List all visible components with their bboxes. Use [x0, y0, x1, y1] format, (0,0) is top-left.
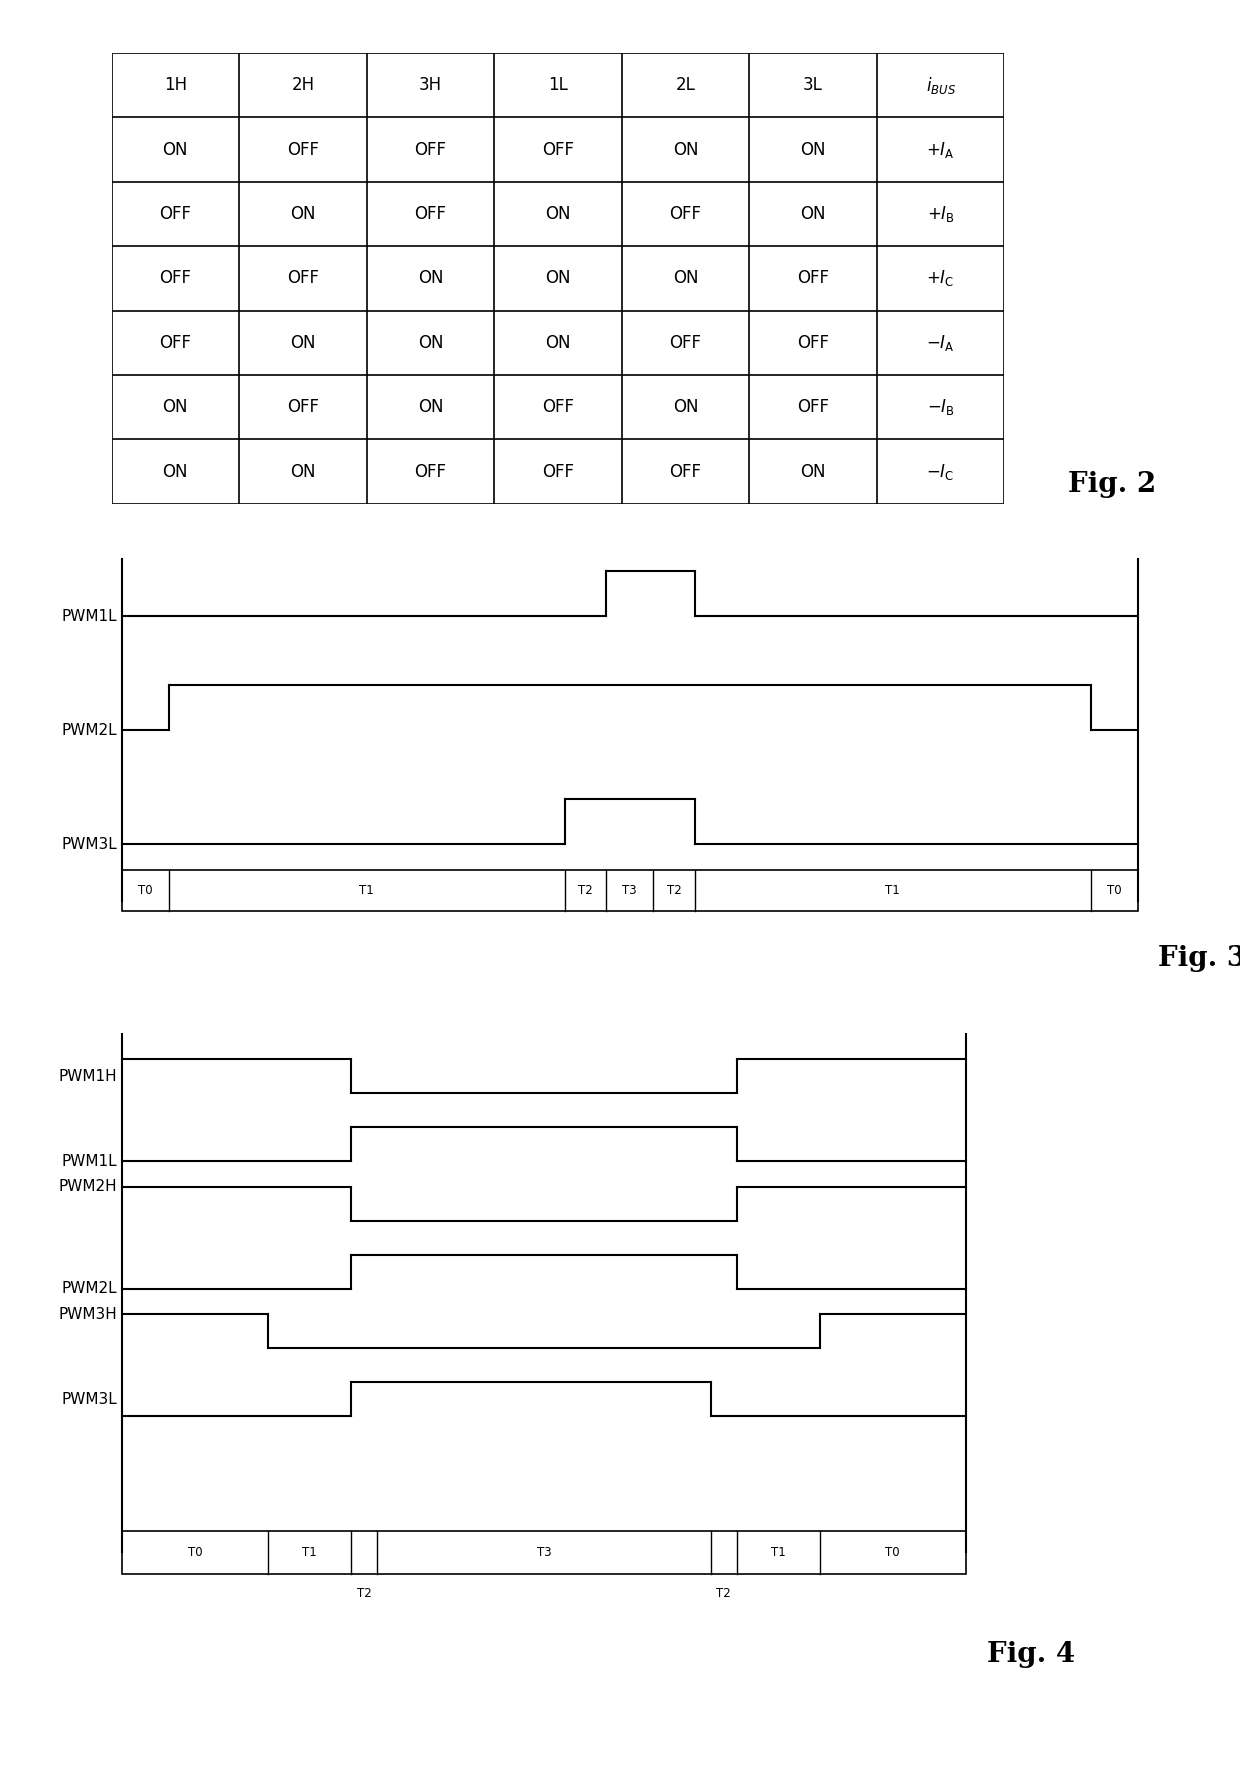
- Text: T0: T0: [1107, 884, 1121, 896]
- Text: 3H: 3H: [419, 76, 441, 94]
- Text: T2: T2: [578, 884, 593, 896]
- Text: OFF: OFF: [542, 463, 574, 481]
- Text: PWM2L: PWM2L: [61, 723, 117, 737]
- Text: ON: ON: [673, 269, 698, 288]
- Text: T3: T3: [622, 884, 637, 896]
- Text: ON: ON: [162, 398, 188, 415]
- Text: ON: ON: [673, 398, 698, 415]
- Text: ON: ON: [418, 334, 443, 352]
- Text: $+I_{\mathrm{B}}$: $+I_{\mathrm{B}}$: [926, 203, 955, 225]
- Text: OFF: OFF: [670, 205, 702, 223]
- Text: OFF: OFF: [286, 398, 319, 415]
- Text: ON: ON: [800, 141, 826, 159]
- Text: $-I_{\mathrm{B}}$: $-I_{\mathrm{B}}$: [926, 398, 955, 417]
- Text: ON: ON: [162, 463, 188, 481]
- Text: ON: ON: [546, 334, 570, 352]
- Text: PWM1L: PWM1L: [61, 608, 117, 624]
- Text: OFF: OFF: [797, 334, 830, 352]
- Text: Fig. 4: Fig. 4: [987, 1641, 1075, 1667]
- Bar: [122, 1531, 966, 1574]
- Text: PWM1L: PWM1L: [61, 1155, 117, 1169]
- Text: PWM3L: PWM3L: [61, 1391, 117, 1407]
- Text: 2L: 2L: [676, 76, 696, 94]
- Text: OFF: OFF: [542, 141, 574, 159]
- Text: T0: T0: [187, 1545, 202, 1559]
- Text: 2H: 2H: [291, 76, 315, 94]
- Text: ON: ON: [290, 463, 316, 481]
- Text: OFF: OFF: [286, 269, 319, 288]
- Text: $+I_{\mathrm{A}}$: $+I_{\mathrm{A}}$: [926, 140, 955, 159]
- Text: OFF: OFF: [414, 205, 446, 223]
- Text: ON: ON: [546, 269, 570, 288]
- Text: 1L: 1L: [548, 76, 568, 94]
- Text: T2: T2: [667, 884, 682, 896]
- Text: T2: T2: [717, 1588, 730, 1600]
- Text: ON: ON: [290, 334, 316, 352]
- Text: OFF: OFF: [542, 398, 574, 415]
- Text: T0: T0: [138, 884, 153, 896]
- Text: OFF: OFF: [797, 398, 830, 415]
- Text: ON: ON: [800, 205, 826, 223]
- Text: T1: T1: [885, 884, 900, 896]
- Text: ON: ON: [673, 141, 698, 159]
- Text: T2: T2: [357, 1588, 372, 1600]
- Text: ON: ON: [290, 205, 316, 223]
- Text: $i_{BUS}$: $i_{BUS}$: [925, 74, 956, 95]
- Text: $+I_{\mathrm{C}}$: $+I_{\mathrm{C}}$: [926, 269, 955, 288]
- Text: T0: T0: [885, 1545, 900, 1559]
- Text: OFF: OFF: [160, 269, 191, 288]
- Text: OFF: OFF: [797, 269, 830, 288]
- Text: T1: T1: [771, 1545, 786, 1559]
- Text: PWM1H: PWM1H: [58, 1070, 117, 1084]
- Bar: [122, 870, 1137, 911]
- Text: ON: ON: [418, 398, 443, 415]
- Text: $-I_{\mathrm{A}}$: $-I_{\mathrm{A}}$: [926, 332, 955, 354]
- Text: Fig. 3: Fig. 3: [1158, 944, 1240, 972]
- Text: OFF: OFF: [286, 141, 319, 159]
- Text: OFF: OFF: [414, 141, 446, 159]
- Text: OFF: OFF: [670, 463, 702, 481]
- Text: $-I_{\mathrm{C}}$: $-I_{\mathrm{C}}$: [926, 461, 955, 481]
- Text: ON: ON: [800, 463, 826, 481]
- Text: OFF: OFF: [160, 334, 191, 352]
- Text: 1H: 1H: [164, 76, 187, 94]
- Text: PWM2L: PWM2L: [61, 1282, 117, 1296]
- Text: Fig. 2: Fig. 2: [1068, 470, 1157, 499]
- Text: ON: ON: [162, 141, 188, 159]
- Text: T3: T3: [537, 1545, 551, 1559]
- Text: OFF: OFF: [670, 334, 702, 352]
- Text: ON: ON: [546, 205, 570, 223]
- Text: OFF: OFF: [414, 463, 446, 481]
- Text: T1: T1: [360, 884, 374, 896]
- Text: OFF: OFF: [160, 205, 191, 223]
- Text: T1: T1: [303, 1545, 317, 1559]
- Text: ON: ON: [418, 269, 443, 288]
- Text: PWM2H: PWM2H: [58, 1179, 117, 1195]
- Text: 3L: 3L: [804, 76, 823, 94]
- Text: PWM3H: PWM3H: [58, 1307, 117, 1322]
- Text: PWM3L: PWM3L: [61, 836, 117, 852]
